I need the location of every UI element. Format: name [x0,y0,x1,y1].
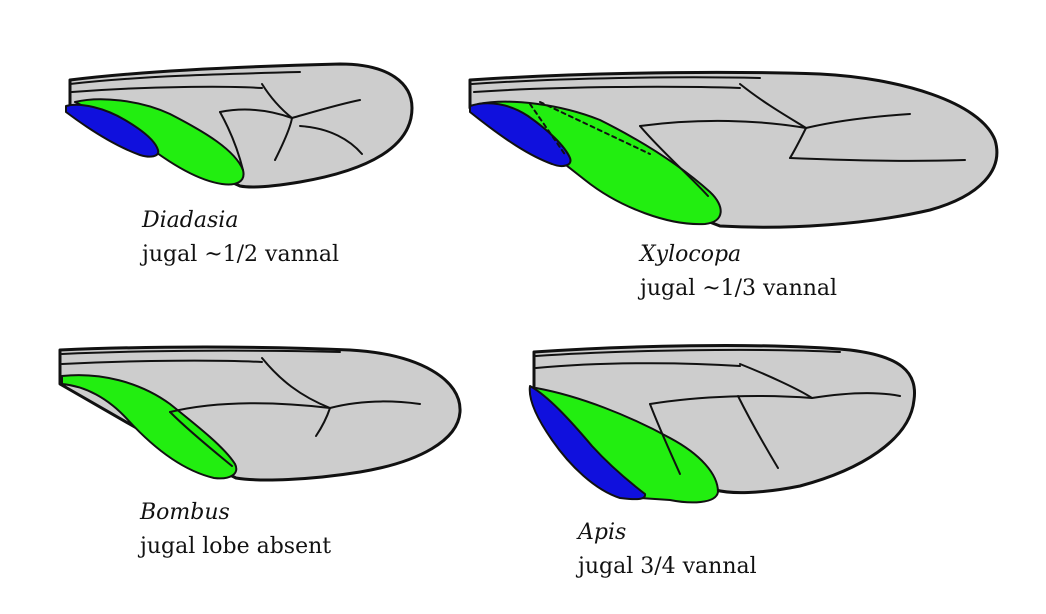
jugal-description: jugal 3/4 vannal [578,554,757,579]
xylocopa-wing-membrane [468,70,999,229]
bombus-wing-membrane [58,345,462,482]
caption-bombus: Bombus jugal lobe absent [140,496,331,564]
apis-wing [528,344,917,504]
bombus-vannal-lobe [61,374,238,480]
diadasia-jugal-lobe [65,103,160,158]
apis-jugal-lobe [528,385,647,501]
bombus-wing [58,345,462,482]
caption-apis: Apis jugal 3/4 vannal [578,516,757,584]
bombus-veins [61,349,421,467]
diadasia-wing [65,62,414,189]
diadasia-wing-membrane [68,62,414,189]
jugal-description: jugal ~1/3 vannal [640,276,838,301]
xylocopa-veins [471,76,966,197]
xylocopa-jugal-lobe [469,102,572,167]
jugal-description: jugal ~1/2 vannal [142,242,340,267]
caption-xylocopa: Xylocopa jugal ~1/3 vannal [640,238,837,306]
caption-diadasia: Diadasia jugal ~1/2 vannal [142,204,339,272]
apis-veins [535,348,901,475]
genus-label: Apis [578,520,627,545]
jugal-description: jugal lobe absent [140,534,332,559]
genus-label: Xylocopa [640,242,742,267]
genus-label: Bombus [140,500,230,525]
diadasia-veins [69,71,363,171]
genus-label: Diadasia [142,208,239,233]
xylocopa-wing [468,70,999,229]
